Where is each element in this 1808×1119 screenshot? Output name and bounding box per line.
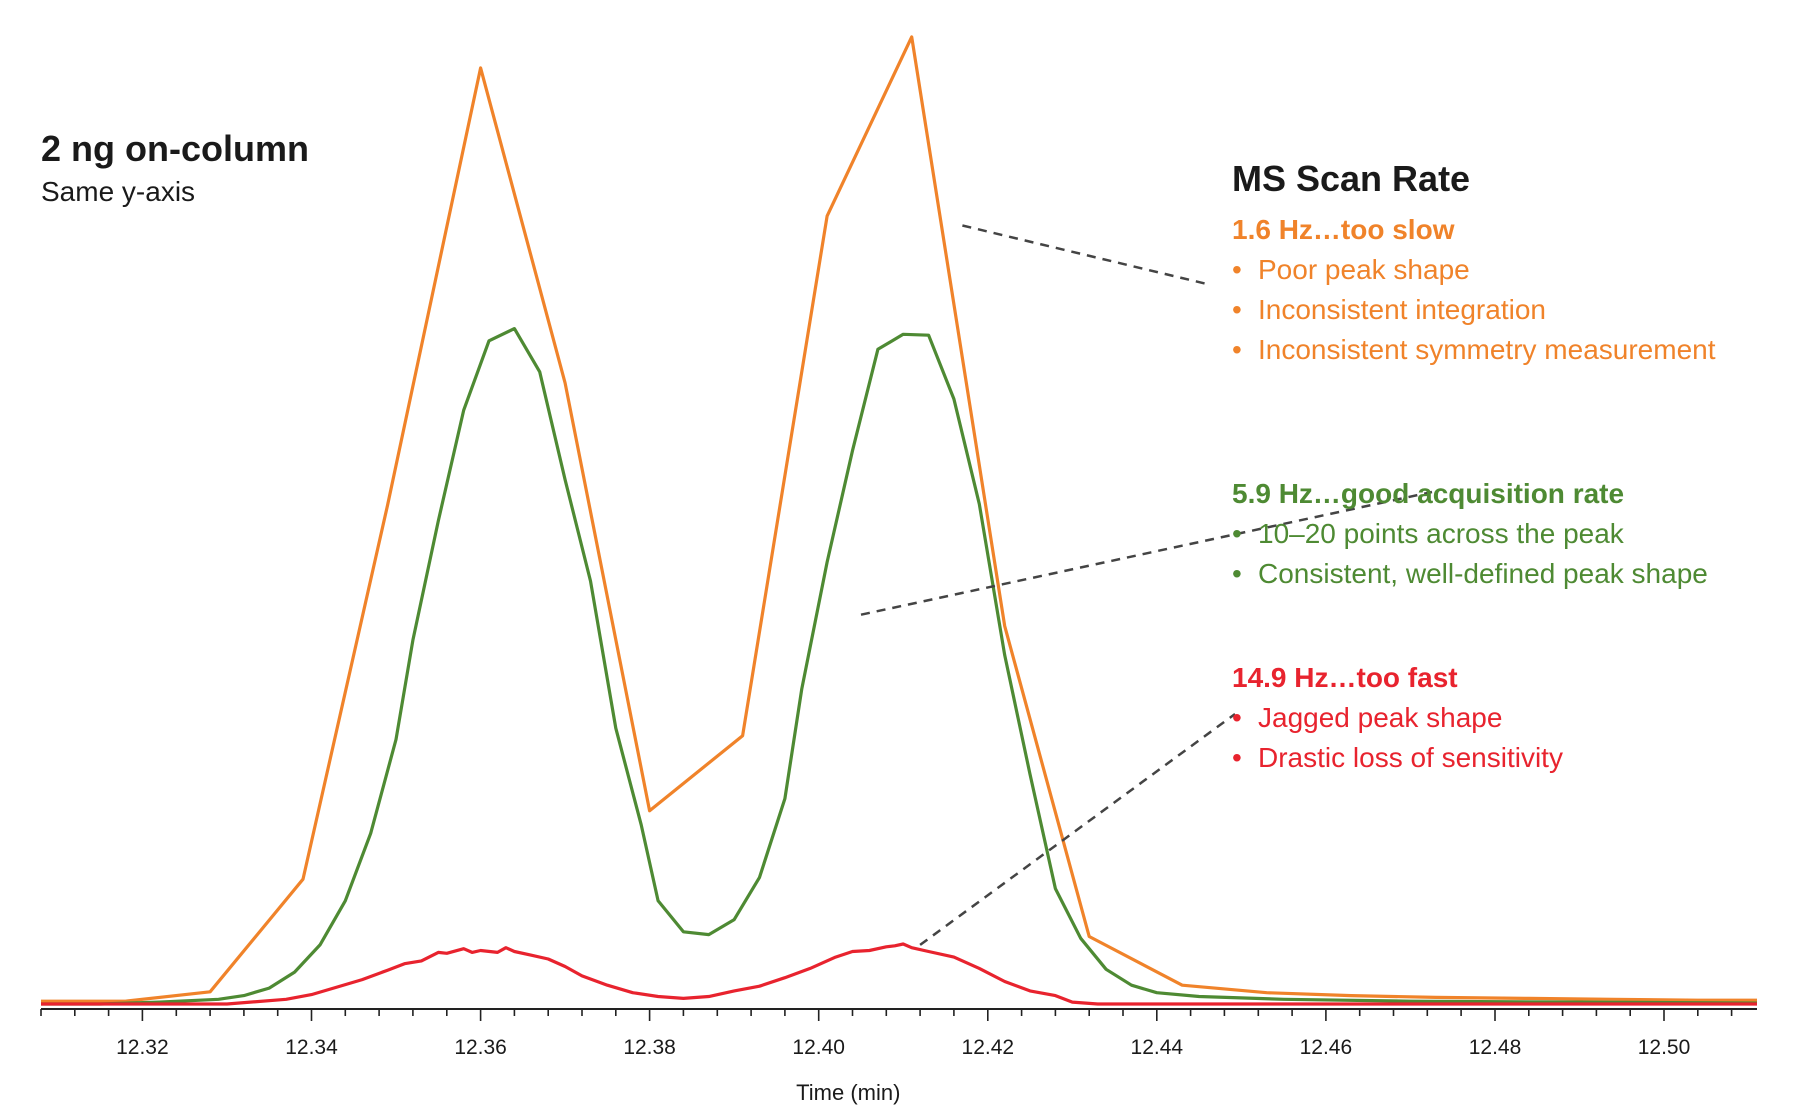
series-line-1-6-hz — [41, 35, 1757, 1003]
bullet-text: 10–20 points across the peak — [1258, 518, 1624, 549]
bullet-dot: • — [1232, 742, 1242, 773]
bullet-text: Poor peak shape — [1258, 254, 1470, 285]
legend-bullet: • Inconsistent integration — [1232, 290, 1716, 330]
x-tick-label: 12.48 — [1469, 1036, 1522, 1059]
legend-heading: MS Scan Rate — [1232, 158, 1471, 199]
legend-group-fast: 14.9 Hz…too fast • Jagged peak shape • Dra… — [1232, 658, 1563, 778]
series-line-5-9-hz — [41, 327, 1758, 1006]
bullet-text: Jagged peak shape — [1258, 702, 1503, 733]
legend-group-good: 5.9 Hz…good acquisition rate • 10–20 poin… — [1232, 474, 1708, 594]
legend-group-slow: 1.6 Hz…too slow • Poor peak shape • Incons… — [1232, 210, 1716, 370]
bullet-dot: • — [1232, 702, 1242, 733]
bullet-text: Inconsistent symmetry measurement — [1258, 334, 1716, 365]
bullet-dot: • — [1232, 518, 1242, 549]
legend-group-title: 5.9 Hz…good acquisition rate — [1232, 478, 1625, 509]
x-tick-label: 12.32 — [116, 1036, 169, 1059]
bullet-text: Drastic loss of sensitivity — [1258, 742, 1563, 773]
x-tick-label: 12.40 — [792, 1036, 845, 1059]
leader-line — [919, 712, 1236, 946]
sample-annotation-title: 2 ng on-column — [41, 128, 309, 169]
x-axis-label: Time (min) — [796, 1080, 900, 1105]
legend-bullet: • Inconsistent symmetry measurement — [1232, 330, 1716, 370]
legend-bullet: • Consistent, well-defined peak shape — [1232, 554, 1708, 594]
legend-group-title: 14.9 Hz…too fast — [1232, 662, 1458, 693]
bullet-dot: • — [1232, 254, 1242, 285]
x-tick-label: 12.42 — [962, 1036, 1015, 1059]
x-axis: 12.32 12.34 12.36 12.38 12.40 12.42 12.44 12.46… — [40, 1008, 1757, 1105]
leader-line — [860, 490, 1433, 616]
leader-line — [962, 224, 1208, 286]
x-tick-label: 12.44 — [1131, 1036, 1184, 1059]
legend-bullet: • 10–20 points across the peak — [1232, 514, 1708, 554]
bullet-dot: • — [1232, 294, 1242, 325]
series-layer — [41, 35, 1758, 1006]
x-tick-label: 12.46 — [1300, 1036, 1353, 1059]
x-tick-label: 12.34 — [285, 1036, 338, 1059]
series-line-14-9-hz — [41, 942, 1757, 1006]
bullet-text: Inconsistent integration — [1258, 294, 1546, 325]
legend-bullet: • Jagged peak shape — [1232, 698, 1563, 738]
legend-bullet: • Drastic loss of sensitivity — [1232, 738, 1563, 778]
leader-lines — [860, 224, 1433, 946]
x-tick-label: 12.36 — [454, 1036, 507, 1059]
bullet-dot: • — [1232, 334, 1242, 365]
x-tick-label: 12.50 — [1638, 1036, 1691, 1059]
legend-bullet: • Poor peak shape — [1232, 250, 1716, 290]
legend-group-title: 1.6 Hz…too slow — [1232, 214, 1455, 245]
bullet-text: Consistent, well-defined peak shape — [1258, 558, 1708, 589]
x-tick-label: 12.38 — [623, 1036, 676, 1059]
sample-annotation-subtitle: Same y-axis — [41, 176, 196, 207]
bullet-dot: • — [1232, 558, 1242, 589]
